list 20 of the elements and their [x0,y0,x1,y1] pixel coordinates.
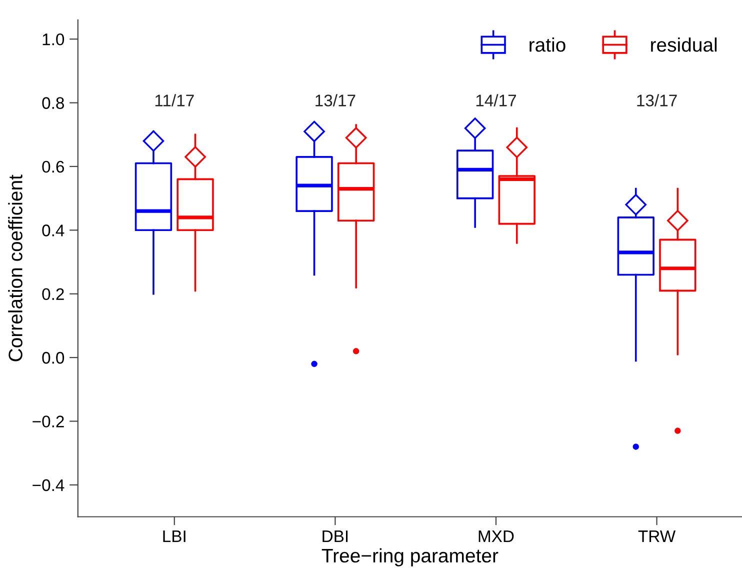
y-axis-title: Correlation coefficient [8,174,22,362]
y-tick-label: −0.4 [32,479,64,492]
legend-label: residual [651,37,717,52]
annotation: 11/17 [155,94,194,106]
x-axis-title: Tree−ring parameter [322,548,498,566]
x-tick-label: DBI [322,530,348,542]
y-tick-label: 0.8 [42,97,64,109]
x-tick-label: TRW [638,530,676,542]
y-tick-label: 1.0 [42,33,64,46]
y-tick-label: 0.6 [42,160,64,173]
annotation: 13/17 [316,94,356,106]
annotation: 13/17 [637,94,677,106]
y-tick-label: 0.0 [42,352,64,364]
y-tick-label: 0.2 [42,288,64,300]
y-tick-label: 0.4 [42,224,64,236]
y-tick-label: −0.2 [32,416,64,428]
x-tick-label: MXD [478,530,514,542]
x-tick-label: LBI [163,530,186,542]
legend-label: ratio [530,37,566,52]
annotation: 14/17 [476,94,516,106]
